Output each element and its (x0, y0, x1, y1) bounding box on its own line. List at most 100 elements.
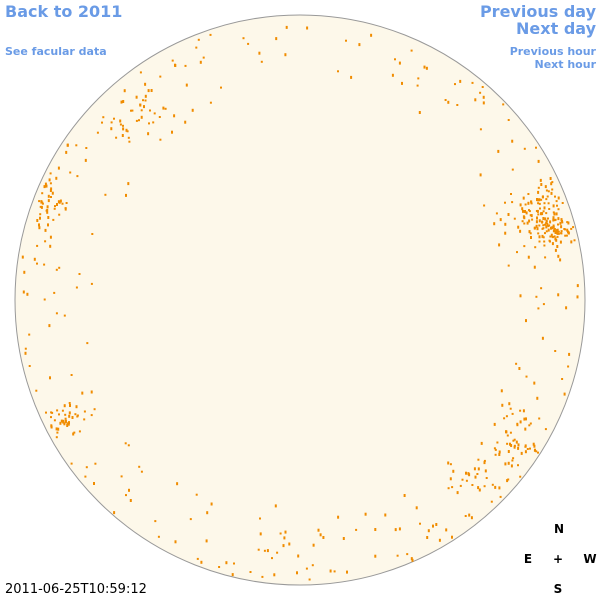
facula (68, 402, 71, 404)
facula (71, 416, 74, 419)
facula (531, 218, 534, 221)
facula (159, 138, 162, 141)
facula (504, 201, 506, 204)
facula (259, 517, 261, 520)
facula (570, 227, 573, 230)
facula (93, 408, 96, 411)
facula (64, 413, 67, 416)
previous-hour-link[interactable]: Previous hour (509, 45, 596, 58)
facula (510, 464, 513, 468)
facula (47, 199, 50, 203)
facula (549, 240, 551, 243)
facula (123, 89, 126, 93)
next-hour-link[interactable]: Next hour (534, 58, 597, 71)
facula (556, 204, 558, 207)
facula (556, 245, 559, 248)
facula (464, 515, 467, 517)
facula (537, 307, 540, 310)
facula (525, 375, 528, 378)
facula (26, 292, 29, 296)
facula (565, 234, 568, 237)
facula (65, 202, 68, 204)
facula (552, 229, 555, 233)
facula (200, 560, 203, 564)
previous-day-link[interactable]: Previous day (479, 2, 596, 21)
facula (566, 228, 569, 232)
facula (513, 217, 516, 220)
facula (63, 422, 66, 426)
facula (449, 463, 452, 466)
facula (140, 470, 143, 473)
facula (506, 442, 509, 445)
facula (498, 486, 501, 490)
facula (483, 485, 486, 488)
facula (543, 244, 546, 247)
facula (483, 459, 486, 462)
facula (447, 461, 450, 465)
facula (482, 101, 485, 105)
facula (525, 319, 527, 323)
facula (538, 219, 541, 223)
facula (447, 487, 450, 490)
facula (522, 209, 524, 213)
facula (46, 210, 49, 214)
facula (542, 217, 545, 220)
facula (157, 535, 160, 538)
facula (538, 235, 541, 239)
facular-link[interactable]: See facular data (5, 45, 107, 58)
facula (417, 77, 420, 80)
facula (573, 239, 576, 242)
facula (461, 478, 464, 481)
facula (529, 232, 532, 235)
facula (159, 75, 162, 78)
facula (522, 215, 525, 219)
facula (519, 294, 522, 298)
facula (45, 209, 48, 212)
facula (506, 479, 509, 483)
compass-center: + (552, 552, 564, 566)
facula (55, 312, 58, 315)
facula (438, 538, 441, 542)
facula (536, 209, 539, 213)
facula (297, 554, 300, 558)
facula (57, 200, 60, 204)
facula (511, 412, 514, 415)
facula (329, 569, 332, 573)
facula (521, 207, 524, 211)
facula (541, 195, 544, 198)
facula (534, 246, 537, 249)
facula (285, 25, 288, 29)
facula (28, 333, 31, 336)
facula (122, 100, 125, 103)
facula (493, 422, 496, 426)
facula (154, 520, 157, 523)
facula (403, 494, 406, 497)
facula (526, 448, 529, 450)
facula (135, 95, 138, 99)
facula (50, 411, 53, 414)
facula (41, 202, 44, 205)
facula (477, 467, 480, 471)
facula (513, 445, 516, 449)
facula (189, 518, 192, 521)
facula (535, 146, 537, 149)
facula (560, 230, 563, 233)
facula (418, 111, 421, 114)
facula (53, 207, 56, 210)
facula (68, 414, 71, 418)
back-link[interactable]: Back to 2011 (5, 2, 123, 21)
facula (521, 220, 524, 223)
facula (557, 217, 560, 221)
facula (471, 81, 474, 84)
facula (567, 365, 570, 368)
facula (551, 188, 554, 191)
facula (468, 473, 471, 477)
facula (45, 184, 48, 188)
facula (138, 119, 140, 122)
facula (90, 390, 93, 394)
facula (305, 567, 308, 570)
facula (140, 115, 143, 119)
next-day-link[interactable]: Next day (516, 19, 596, 38)
facula (550, 233, 553, 237)
facula (497, 149, 500, 153)
